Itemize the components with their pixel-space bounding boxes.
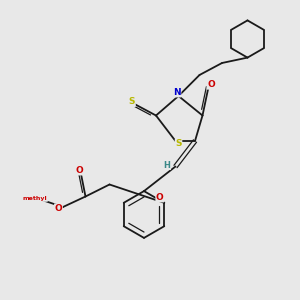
Text: methyl: methyl: [23, 196, 47, 201]
Text: O: O: [55, 204, 62, 213]
Text: O: O: [207, 80, 215, 89]
Text: O: O: [156, 193, 164, 202]
Text: S: S: [175, 140, 182, 148]
Text: N: N: [173, 88, 181, 97]
Text: S: S: [129, 98, 135, 106]
Text: H: H: [164, 160, 170, 169]
Text: O: O: [76, 166, 83, 175]
